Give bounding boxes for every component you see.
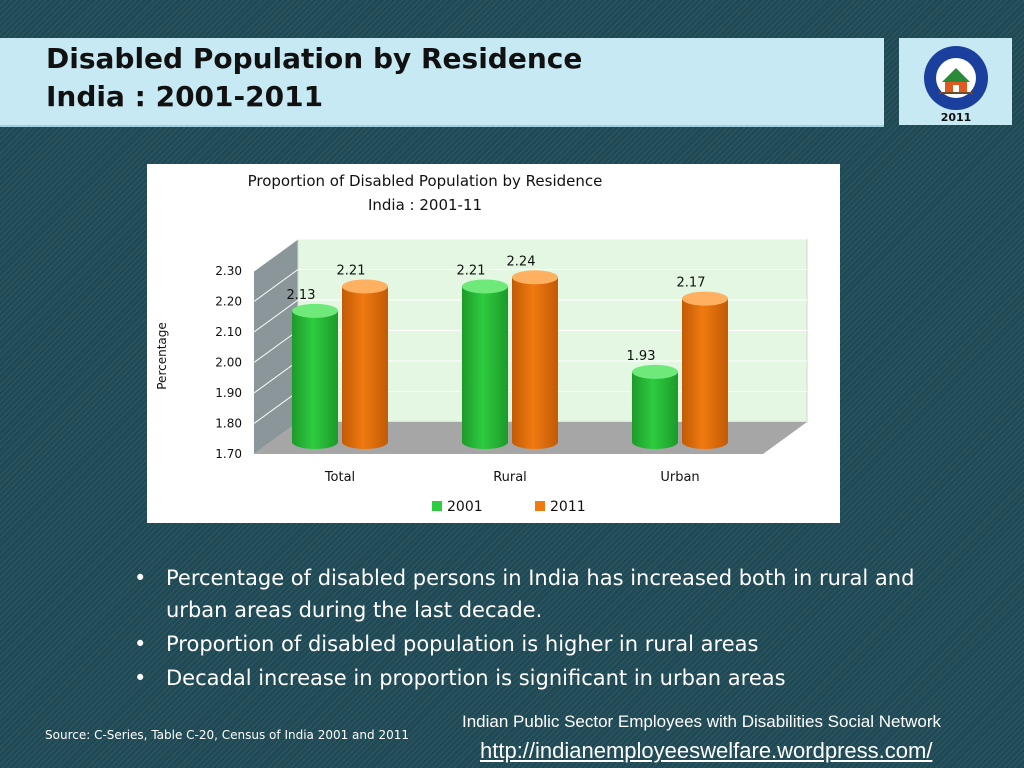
title-bar: Disabled Population by Residence India :… xyxy=(0,38,884,127)
bar-top-2011-rural xyxy=(512,270,558,285)
y-tick-label: 1.70 xyxy=(215,447,242,461)
slide-subtitle: India : 2001-2011 xyxy=(46,80,324,113)
legend: 2001 2011 xyxy=(432,499,586,515)
bar-top-2011-total xyxy=(342,279,388,294)
x-axis-categories: Total Rural Urban xyxy=(324,470,700,485)
bullet-item: • Proportion of disabled population is hi… xyxy=(130,628,950,660)
bar-top-2001-rural xyxy=(462,279,508,294)
bullet-dot: • xyxy=(134,566,147,590)
bar-top-2011-urban xyxy=(682,291,728,306)
census-logo-box: 2011 xyxy=(899,38,1012,125)
data-label: 2.24 xyxy=(507,254,536,269)
bullet-text: Proportion of disabled population is hig… xyxy=(166,632,759,656)
bar-2001-total xyxy=(292,310,338,449)
chart-panel: 1.70 1.80 1.90 2.00 2.10 2.20 2.30 2.13 2.21 2.2… xyxy=(147,164,840,523)
x-tick-label: Urban xyxy=(660,470,699,485)
bullet-dot: • xyxy=(134,666,147,690)
bullet-item: • Percentage of disabled persons in India… xyxy=(130,562,950,626)
y-tick-label: 2.00 xyxy=(215,356,242,370)
y-tick-label: 1.90 xyxy=(215,386,242,400)
data-labels: 2.13 2.21 2.21 2.24 1.93 2.17 xyxy=(287,254,706,364)
bar-2001-rural xyxy=(462,286,508,449)
bullet-text: Percentage of disabled persons in India … xyxy=(166,566,915,622)
bar-2011-rural xyxy=(512,277,558,449)
bars xyxy=(292,270,728,449)
gridline-side xyxy=(253,238,299,272)
bar-top-2001-total xyxy=(292,303,338,318)
y-axis-ticks: 1.70 1.80 1.90 2.00 2.10 2.20 2.30 xyxy=(215,264,242,461)
source-note: Source: C-Series, Table C-20, Census of … xyxy=(45,728,409,742)
bullet-dot: • xyxy=(134,632,147,656)
y-tick-label: 2.20 xyxy=(215,295,242,309)
y-tick-label: 2.10 xyxy=(215,325,242,339)
legend-label-2001: 2001 xyxy=(447,499,483,515)
gridline-side xyxy=(253,330,299,363)
bar-2011-total xyxy=(342,286,388,449)
bar-top-2001-urban xyxy=(632,364,678,379)
slide-title: Disabled Population by Residence xyxy=(46,42,583,75)
gridline-side xyxy=(253,269,299,302)
bullet-text: Decadal increase in proportion is signif… xyxy=(166,666,786,690)
y-tick-label: 1.80 xyxy=(215,417,242,431)
y-tick-label: 2.30 xyxy=(215,264,242,278)
gridline-side xyxy=(253,391,299,424)
network-name: Indian Public Sector Employees with Disa… xyxy=(462,712,942,731)
logo-year: 2011 xyxy=(941,111,972,124)
data-label: 2.21 xyxy=(457,263,486,278)
data-label: 2.17 xyxy=(677,276,706,291)
bar-2011-urban xyxy=(682,298,728,449)
legend-swatch-2011 xyxy=(535,501,545,511)
bar-chart: 1.70 1.80 1.90 2.00 2.10 2.20 2.30 2.13 2.21 2.2… xyxy=(155,172,808,515)
gridline-side xyxy=(253,360,299,394)
gridline-side xyxy=(253,299,299,333)
bullet-item: • Decadal increase in proportion is signi… xyxy=(130,662,950,694)
data-label: 2.13 xyxy=(287,288,316,303)
census-of-india-logo-icon: 2011 xyxy=(924,46,988,124)
legend-label-2011: 2011 xyxy=(550,499,586,515)
data-label: 2.21 xyxy=(337,263,366,278)
chart-subtitle: India : 2001-11 xyxy=(368,196,482,214)
bar-2001-urban xyxy=(632,371,678,449)
data-label: 1.93 xyxy=(627,349,656,364)
chart-title: Proportion of Disabled Population by Res… xyxy=(248,172,603,190)
x-tick-label: Rural xyxy=(493,470,527,485)
x-tick-label: Total xyxy=(324,470,355,485)
network-link[interactable]: http://indianemployeeswelfare.wordpress.… xyxy=(480,738,933,763)
y-axis-label: Percentage xyxy=(155,322,169,390)
legend-swatch-2001 xyxy=(432,501,442,511)
bullet-list: • Percentage of disabled persons in India… xyxy=(130,562,950,696)
